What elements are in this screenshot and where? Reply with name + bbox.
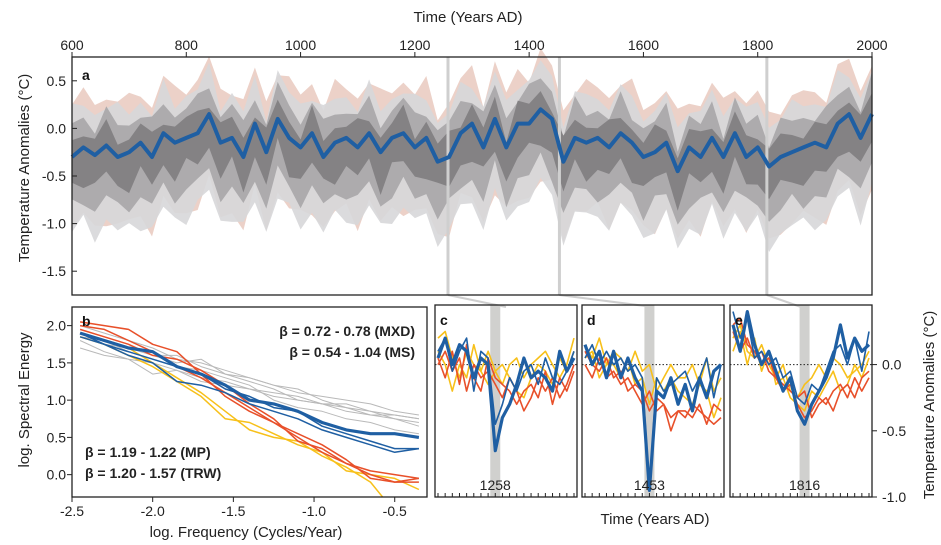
spectrum-line-mp <box>79 336 420 491</box>
inset-line-mxd_thick <box>731 310 871 426</box>
spectrum-line-mxd_thick <box>79 331 420 439</box>
inset-ytick-label: -0.5 <box>882 423 906 439</box>
inset-ylabel: Temperature Anomalies (°C) <box>921 311 938 500</box>
inset-axes: Time (Years AD) Temperature Anomalies (°… <box>601 311 938 528</box>
panel-b-label: b <box>82 313 91 329</box>
panel-b-xtick-label: -2.5 <box>60 503 84 519</box>
panel-a-label: a <box>82 67 90 83</box>
panel-b-ytick-label: 2.0 <box>47 318 67 334</box>
panel-c: c 1258 <box>434 304 578 498</box>
event-band <box>490 305 501 497</box>
beta-trw-annotation: β = 1.20 - 1.57 (TRW) <box>85 465 221 481</box>
spectrum-line-mxd <box>79 336 419 450</box>
panel-a-xlabel: Time (Years AD) <box>414 9 523 26</box>
panel-a: Time (Years AD) Temperature Anomalies (°… <box>16 9 888 308</box>
spectrum-line-ms <box>79 347 419 420</box>
panel-b-ylabel: log. Spectral Energy <box>16 332 33 468</box>
panel-a-xtick-label: 1000 <box>285 37 316 53</box>
panel-a-ytick-label: -0.5 <box>42 168 66 184</box>
inset-frame <box>729 304 873 498</box>
inset-line-trw <box>584 350 722 432</box>
panel-a-ytick-label: -1.5 <box>42 263 66 279</box>
inset-frame <box>434 304 578 498</box>
panel-a-xtick-label: 800 <box>175 37 199 53</box>
panel-b: log. Frequency (Cycles/Year) log. Spectr… <box>16 306 428 541</box>
panel-a-xtick-label: 2000 <box>856 37 887 53</box>
inset-line-mxd <box>437 337 575 426</box>
panel-a-xtick-label: 600 <box>60 37 84 53</box>
spectrum-line-trw <box>79 324 420 483</box>
panel-a-xtick-label: 1400 <box>514 37 545 53</box>
inset-line-trw <box>437 350 575 412</box>
spectrum-line-mp <box>79 332 384 497</box>
panel-d-label: d <box>587 312 596 328</box>
panel-b-ytick-label: 0.0 <box>47 467 67 483</box>
spectrum-line-mxd <box>79 332 420 454</box>
event-band <box>644 305 655 497</box>
beta-mp-annotation: β = 1.19 - 1.22 (MP) <box>85 444 211 460</box>
panel-b-ytick-label: 0.5 <box>47 429 67 445</box>
event-band <box>799 305 810 497</box>
panel-a-xtick-label: 1600 <box>628 37 659 53</box>
spectrum-line-ms <box>79 325 419 416</box>
event-year-label: 1453 <box>634 477 665 493</box>
inset-line-trw <box>732 317 870 419</box>
panel-c-label: c <box>440 312 448 328</box>
panel-a-ytick-label: -1.0 <box>42 216 66 232</box>
event-year-label: 1258 <box>480 477 511 493</box>
inset-ytick-label: 0.0 <box>882 357 902 373</box>
spectrum-line-trw <box>79 321 419 483</box>
panel-b-ytick-label: 1.5 <box>47 355 67 371</box>
panel-e-label: e <box>735 312 743 328</box>
dark-uncertainty-band <box>72 91 872 211</box>
inset-frame <box>581 304 725 498</box>
panel-a-ylabel: Temperature Anomalies (°C) <box>16 74 33 263</box>
panel-a-xtick-label: 1800 <box>742 37 773 53</box>
panel-b-xlabel: log. Frequency (Cycles/Year) <box>150 524 343 541</box>
panel-b-xtick-label: -0.5 <box>383 503 407 519</box>
inset-xlabel: Time (Years AD) <box>601 511 710 528</box>
beta-ms-annotation: β = 0.54 - 1.04 (MS) <box>289 344 415 360</box>
beta-mxd-annotation: β = 0.72 - 0.78 (MXD) <box>279 323 415 339</box>
panel-b-ytick-label: 1.0 <box>47 392 67 408</box>
inset-line-mxd <box>732 311 870 406</box>
reconstruction-mean-line <box>70 107 874 174</box>
panel-a-xtick-label: 1200 <box>399 37 430 53</box>
panel-b-xtick-label: -1.5 <box>221 503 245 519</box>
panel-b-frame <box>71 306 428 498</box>
panel-a-frame <box>71 56 873 296</box>
panel-e: e 1816 <box>729 304 873 498</box>
inset-ytick-label: -1.0 <box>882 489 906 505</box>
event-year-label: 1816 <box>789 477 820 493</box>
panel-d: d 1453 <box>581 304 725 498</box>
panel-a-ytick-label: 0.5 <box>47 73 67 89</box>
inset-line-mxd_thick <box>583 344 723 492</box>
panel-b-xtick-label: -1.0 <box>302 503 326 519</box>
panel-a-ytick-label: 0.0 <box>47 120 67 136</box>
inset-line-mxd_thick <box>436 336 576 453</box>
panel-b-xtick-label: -2.0 <box>141 503 165 519</box>
